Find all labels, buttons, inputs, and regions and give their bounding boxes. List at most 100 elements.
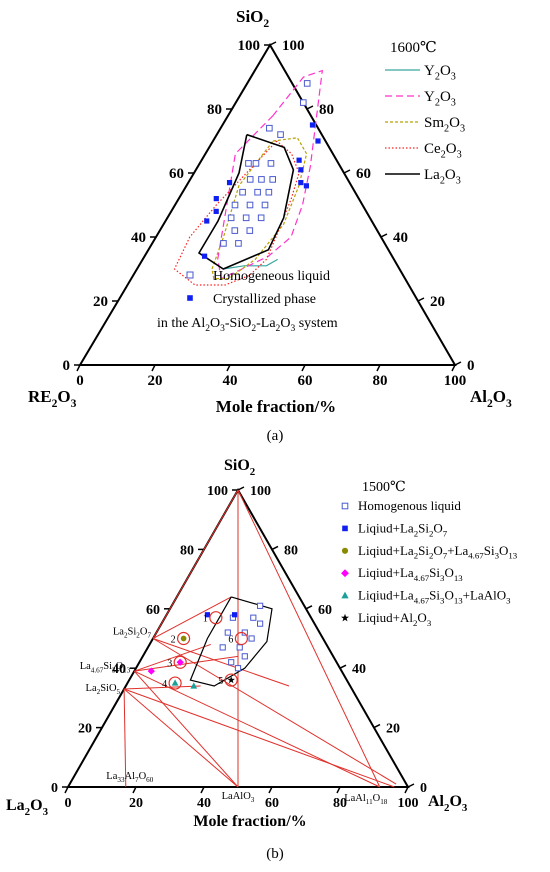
phase-label: LaAlO3 — [222, 791, 255, 804]
legend-label: La2O3 — [424, 167, 461, 187]
tick-mark — [404, 786, 409, 794]
data-point-0 — [241, 653, 248, 660]
tick-mark — [301, 364, 306, 372]
corner-label-sio2-b: SiO2 — [224, 457, 255, 478]
numbered-point-label: 5 — [218, 676, 223, 687]
tick-label-bottom: 0 — [65, 796, 72, 811]
homogeneous-liquid-point — [242, 214, 250, 222]
tick-mark — [339, 664, 347, 669]
tie-line — [237, 489, 381, 788]
data-point-0 — [234, 665, 242, 672]
legend-title-a: 1600℃ — [390, 40, 437, 56]
numbered-point-label: 6 — [228, 635, 233, 646]
tick-mark — [269, 41, 277, 46]
boundary-line-2 — [211, 137, 308, 280]
homogeneous-liquid-point — [231, 201, 239, 209]
boundary-line-1 — [217, 69, 324, 280]
tie-line — [134, 643, 211, 672]
legend-marker — [341, 569, 349, 578]
corner-label-al2o3: Al2O3 — [470, 387, 512, 410]
liquid-region-boundary — [189, 596, 273, 687]
legend-label: Sm2O3 — [424, 115, 465, 135]
tick-label-left: 0 — [63, 358, 71, 374]
crystallized-phase-point — [296, 157, 302, 163]
crystallized-phase-point — [202, 253, 208, 259]
numbered-point-label: 4 — [162, 679, 167, 690]
homogeneous-liquid-point — [261, 201, 269, 209]
numbered-point-label: 2 — [171, 635, 176, 646]
tie-line — [123, 688, 395, 788]
tick-mark — [151, 364, 156, 372]
crystallized-phase-point — [315, 138, 321, 144]
numbered-point-ring — [234, 631, 248, 646]
homogeneous-liquid-point — [258, 176, 265, 183]
crystallized-phase-point — [204, 218, 210, 224]
data-point-0 — [257, 620, 264, 627]
corner-label-al2o3-b: Al2O3 — [428, 793, 468, 814]
tick-mark — [306, 105, 314, 110]
tick-label-right: 0 — [467, 358, 475, 374]
tick-label-right: 80 — [319, 102, 334, 118]
homogeneous-liquid-point — [277, 131, 284, 138]
data-point-1 — [232, 612, 238, 618]
x-axis-title-b: Mole fraction/% — [193, 813, 306, 830]
legend-marker — [341, 547, 349, 554]
tick-label-bottom: 100 — [398, 796, 419, 811]
tick-label-left: 60 — [146, 603, 160, 618]
tick-mark — [237, 486, 245, 491]
tick-mark — [336, 786, 341, 794]
homogeneous-liquid-point — [254, 188, 261, 196]
tie-line — [123, 688, 127, 788]
tick-label-left: 80 — [180, 543, 194, 558]
phase-label: La33Al7O60 — [106, 771, 153, 784]
panel-label-a: (a) — [267, 428, 284, 444]
annotation-crystallized: Crystallized phase — [213, 292, 316, 307]
legend-label: Y2O3 — [424, 63, 456, 83]
legend-label: Liqiud+La4.67Si3O13+LaAlO3 — [358, 588, 511, 606]
legend-label: Liqiud+La2Si2O7 — [358, 520, 448, 538]
tick-label-left: 40 — [131, 230, 146, 246]
tick-label-right: 100 — [250, 484, 271, 499]
tick-label-bottom: 0 — [76, 373, 84, 389]
data-point-3 — [176, 658, 184, 666]
tick-label-bottom: 20 — [129, 796, 143, 811]
data-point-0 — [219, 644, 226, 651]
data-point-0 — [250, 614, 257, 621]
crystallized-phase-point — [298, 180, 304, 186]
legend-label: Homogenous liquid — [358, 498, 461, 513]
phase-label: LaAl11O18 — [344, 793, 388, 806]
homogeneous-liquid-point — [252, 160, 260, 167]
legend-title-b: 1500℃ — [362, 480, 406, 495]
tie-line — [124, 685, 201, 690]
legend-label: Y2O3 — [424, 89, 456, 109]
tick-label-right: 40 — [393, 230, 408, 246]
tick-label-bottom: 20 — [148, 373, 163, 389]
data-point-0 — [248, 635, 255, 642]
annotation-marker-open — [186, 271, 194, 279]
tick-mark — [451, 364, 456, 372]
homogeneous-liquid-point — [220, 240, 227, 247]
tick-mark — [200, 786, 205, 794]
data-point-3 — [147, 667, 155, 675]
tick-mark — [373, 723, 381, 729]
tick-mark — [64, 786, 69, 794]
data-point-1 — [204, 612, 210, 618]
crystallized-phase-point — [226, 180, 233, 186]
homogeneous-liquid-point — [267, 160, 275, 167]
tick-label-bottom: 40 — [197, 796, 211, 811]
panel-label-b: (b) — [266, 846, 284, 862]
tick-label-bottom: 80 — [373, 373, 388, 389]
annotation-marker-filled — [187, 295, 193, 301]
tie-line — [152, 638, 397, 785]
numbered-point-ring — [168, 676, 182, 690]
tie-line — [152, 638, 290, 687]
tick-mark — [226, 364, 231, 372]
homogeneous-liquid-point — [246, 201, 254, 209]
legend-a: 1600℃ Y2O3 Y2O3 Sm2O3 Ce2O3 La2O3 — [385, 40, 465, 187]
tick-mark — [271, 545, 279, 551]
boundary-line-0 — [223, 258, 278, 270]
tick-mark — [454, 361, 462, 366]
tick-label-left: 60 — [169, 166, 184, 182]
data-point-0 — [236, 644, 243, 651]
